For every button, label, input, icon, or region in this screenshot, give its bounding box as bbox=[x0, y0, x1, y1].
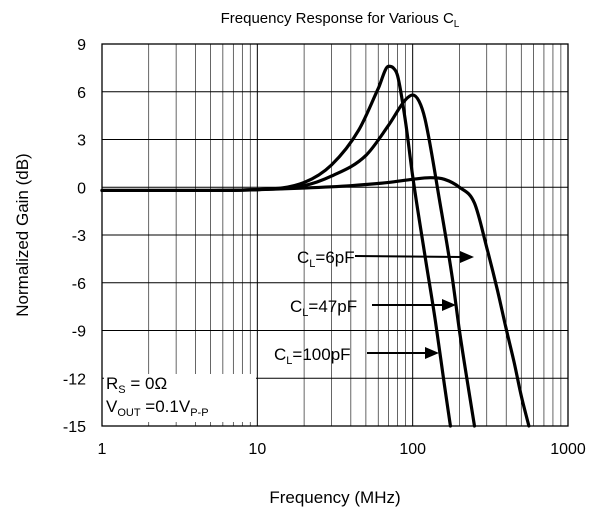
annotation-vout-subscript2: P-P bbox=[190, 407, 208, 419]
series-curve-100pf bbox=[100, 64, 453, 428]
x-axis-label: Frequency (MHz) bbox=[269, 488, 400, 507]
annotation-rs-subscript: S bbox=[118, 384, 125, 396]
plot-frame bbox=[101, 43, 569, 427]
y-tick-label: 3 bbox=[77, 133, 86, 150]
y-tick-label: 6 bbox=[77, 85, 86, 102]
x-tick-label: 100 bbox=[399, 441, 426, 458]
series-label-6pf: CL=6pF bbox=[297, 248, 474, 270]
series-curves bbox=[100, 64, 531, 428]
x-tick-label: 1000 bbox=[550, 441, 586, 458]
x-tick-labels: 1 10 100 1000 bbox=[98, 441, 586, 458]
series-label-100pf-arrowhead bbox=[425, 347, 439, 359]
grid bbox=[101, 43, 569, 427]
series-label-47pf: CL=47pF bbox=[290, 297, 456, 319]
annotation-rs: RS = 0Ω bbox=[106, 374, 167, 396]
chart-title: Frequency Response for Various CL bbox=[221, 10, 460, 30]
y-axis-label: Normalized Gain (dB) bbox=[13, 153, 32, 316]
y-tick-label: 9 bbox=[77, 37, 86, 54]
conditions-box bbox=[104, 374, 256, 422]
y-tick-label: -3 bbox=[72, 228, 86, 245]
y-tick-labels: -15 -12 -9 -6 -3 0 3 6 9 bbox=[63, 37, 86, 436]
y-tick-label: -9 bbox=[72, 324, 86, 341]
series-label-47pf-rest: =47pF bbox=[308, 297, 357, 316]
series-label-6pf-rest: =6pF bbox=[315, 248, 354, 267]
series-label-6pf-text: CL=6pF bbox=[297, 248, 355, 270]
annotation-rs-rest: = 0Ω bbox=[126, 374, 168, 393]
series-label-6pf-subscript: L bbox=[309, 258, 315, 270]
chart-title-subscript: L bbox=[454, 19, 460, 30]
series-label-100pf: CL=100pF bbox=[274, 345, 439, 367]
y-tick-label: -6 bbox=[72, 276, 86, 293]
series-label-100pf-rest: =100pF bbox=[292, 345, 350, 364]
annotation-vout-rest: =0.1V bbox=[141, 397, 191, 416]
series-label-47pf-subscript: L bbox=[302, 307, 308, 319]
series-label-100pf-text: CL=100pF bbox=[274, 345, 351, 367]
annotation-vout-subscript: OUT bbox=[117, 407, 141, 419]
series-label-6pf-arrow bbox=[354, 255, 463, 258]
series-label-47pf-text: CL=47pF bbox=[290, 297, 357, 319]
x-tick-label: 10 bbox=[248, 441, 266, 458]
y-tick-label: -12 bbox=[63, 371, 86, 388]
x-tick-label: 1 bbox=[98, 441, 107, 458]
series-label-100pf-subscript: L bbox=[286, 355, 292, 367]
y-tick-label: -15 bbox=[63, 419, 86, 436]
annotation-vout: VOUT =0.1VP-P bbox=[106, 397, 209, 419]
series-label-6pf-arrowhead bbox=[460, 251, 474, 263]
y-tick-label: 0 bbox=[77, 180, 86, 197]
series-label-47pf-arrowhead bbox=[442, 299, 456, 311]
